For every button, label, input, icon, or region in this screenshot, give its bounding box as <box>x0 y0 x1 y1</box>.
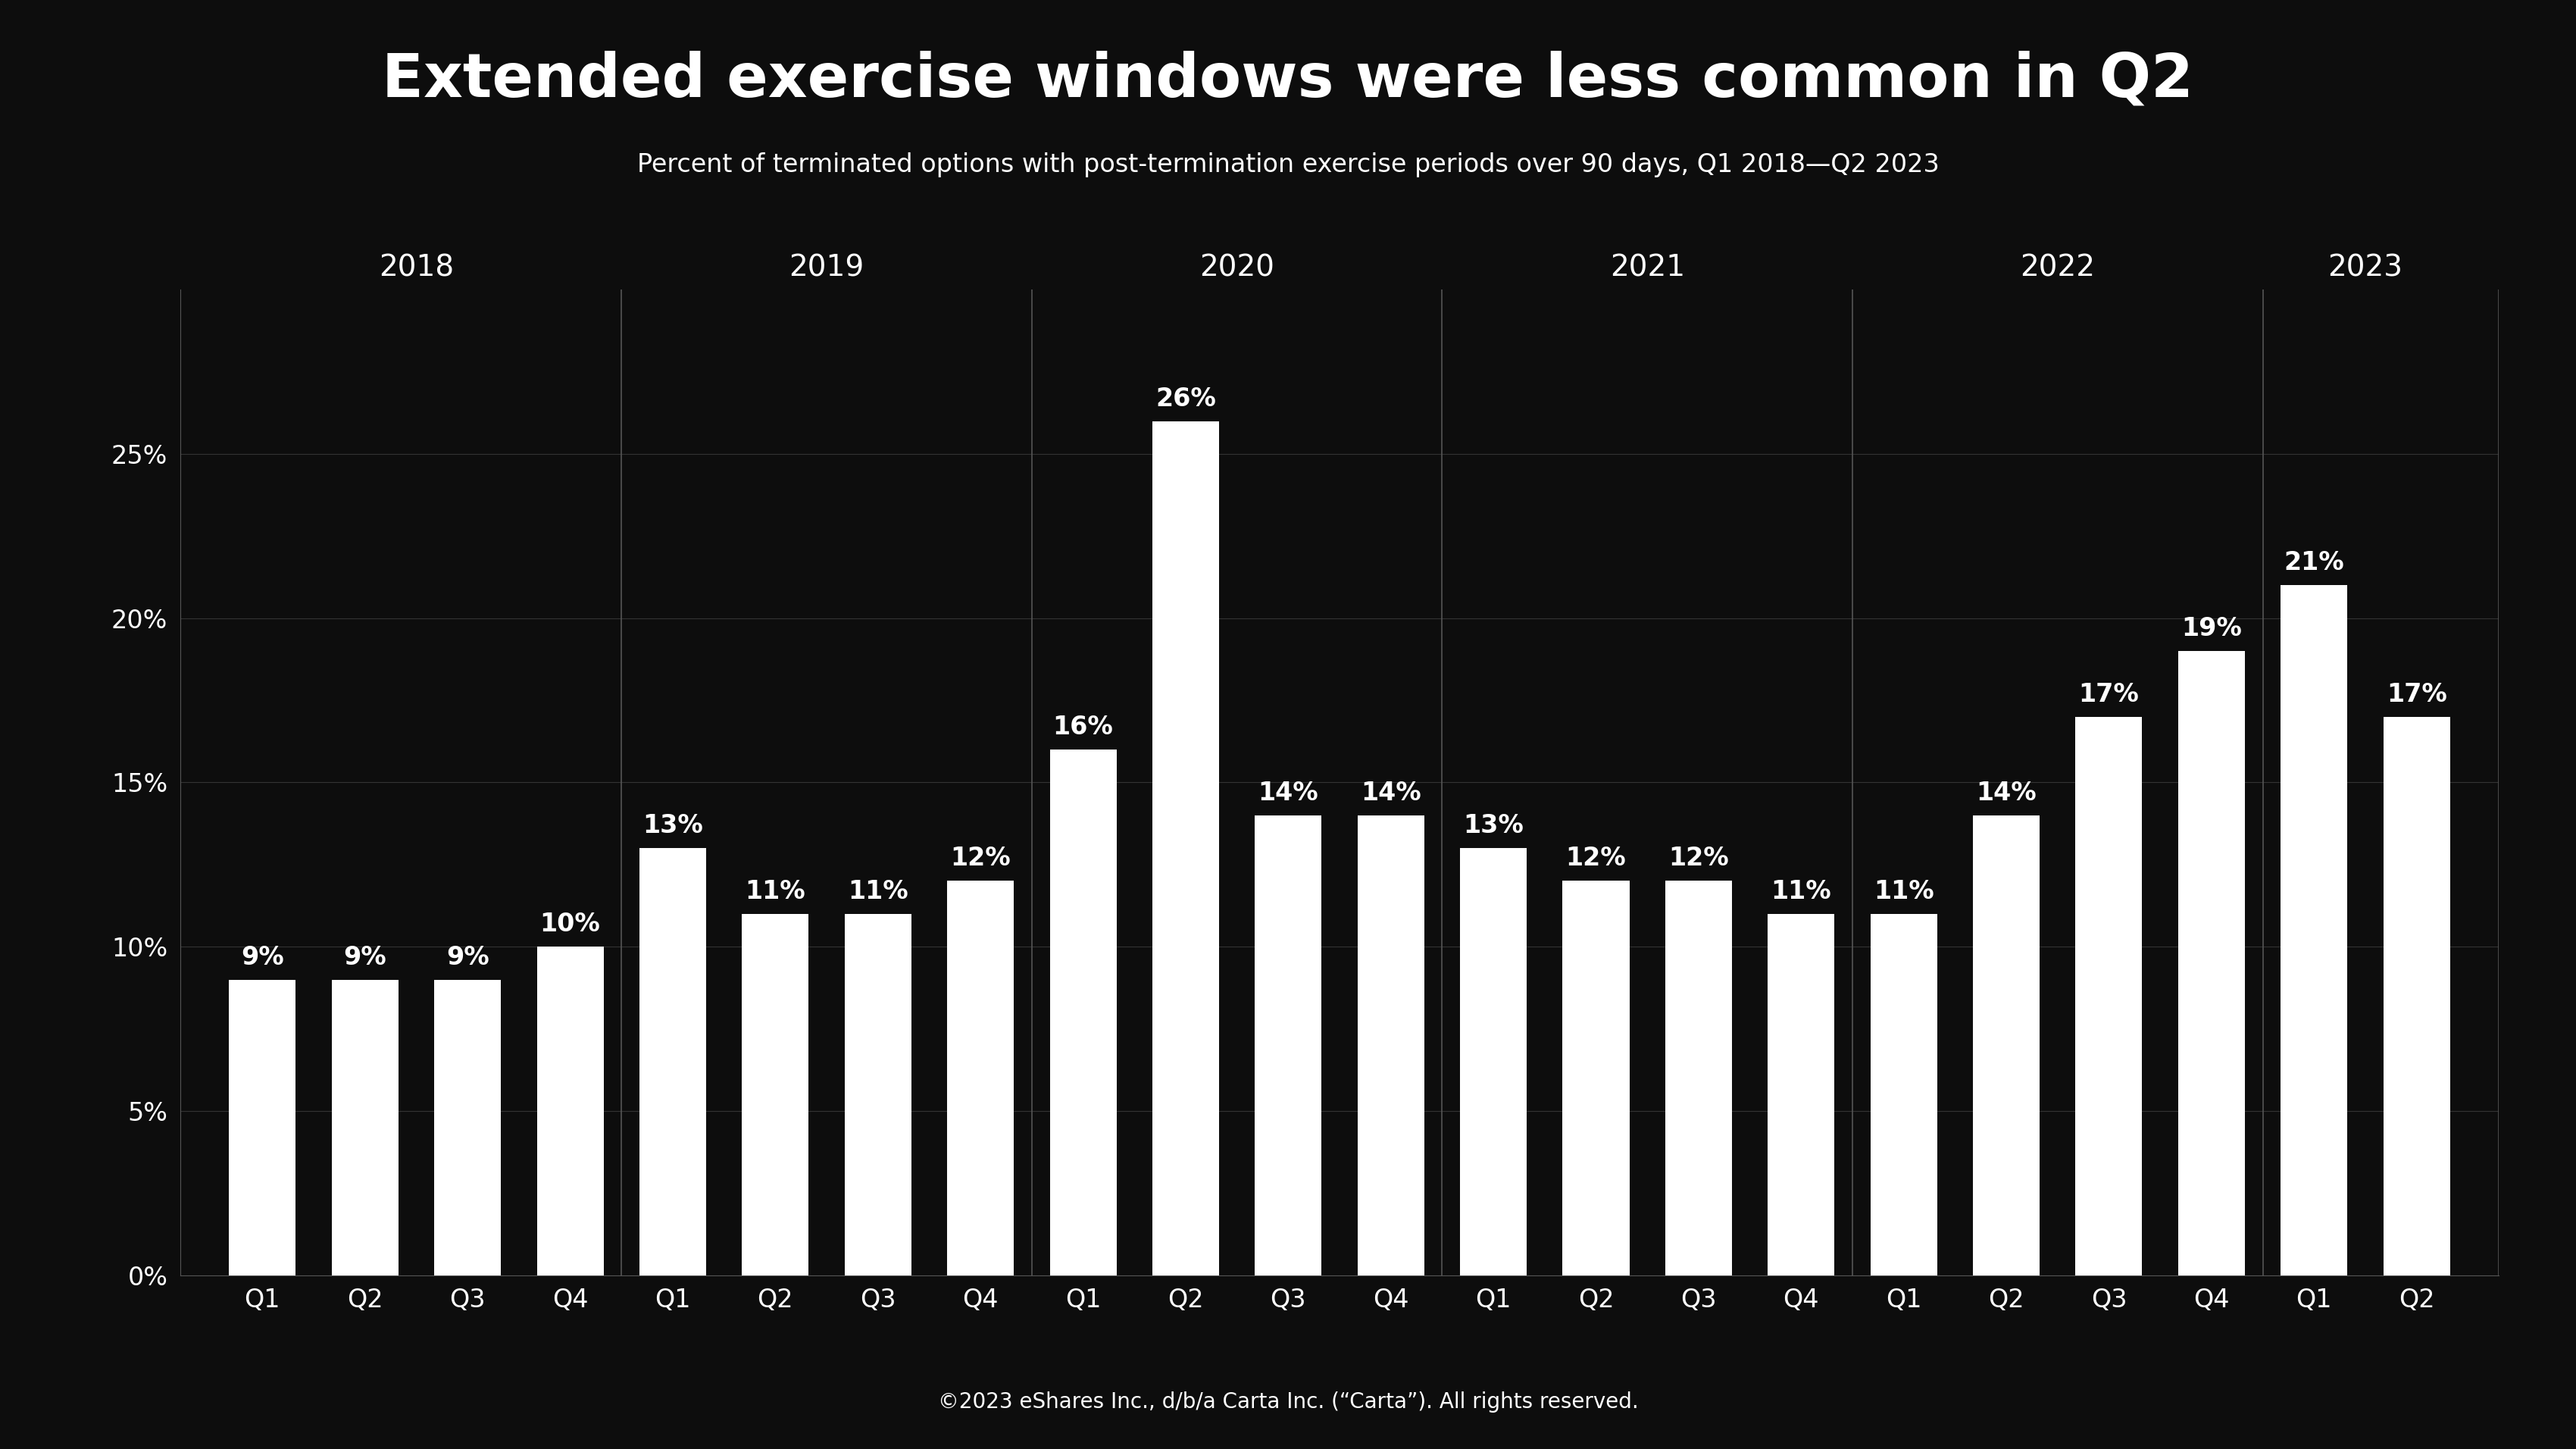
Bar <box>536 946 603 1275</box>
Bar <box>639 848 706 1275</box>
Text: 9%: 9% <box>343 945 386 969</box>
Text: 14%: 14% <box>1360 781 1422 806</box>
Text: 21%: 21% <box>2285 551 2344 575</box>
Bar <box>1767 914 1834 1275</box>
Text: 12%: 12% <box>1566 846 1625 871</box>
Bar <box>1461 848 1528 1275</box>
Text: 10%: 10% <box>541 911 600 938</box>
Text: Extended exercise windows were less common in Q2: Extended exercise windows were less comm… <box>381 51 2195 110</box>
Bar <box>435 980 500 1275</box>
Text: 9%: 9% <box>242 945 283 969</box>
Text: Percent of terminated options with post-termination exercise periods over 90 day: Percent of terminated options with post-… <box>636 152 1940 177</box>
Text: 14%: 14% <box>1976 781 2038 806</box>
Text: ©2023 eShares Inc., d/b/a Carta Inc. (“Carta”). All rights reserved.: ©2023 eShares Inc., d/b/a Carta Inc. (“C… <box>938 1391 1638 1413</box>
Text: 2022: 2022 <box>2020 254 2094 283</box>
Text: 17%: 17% <box>2385 682 2447 707</box>
Text: 2020: 2020 <box>1200 254 1275 283</box>
Text: 19%: 19% <box>2182 616 2241 642</box>
Bar <box>1564 881 1631 1275</box>
Text: 13%: 13% <box>1463 813 1522 839</box>
Text: 26%: 26% <box>1157 387 1216 412</box>
Bar <box>1051 749 1115 1275</box>
Text: 17%: 17% <box>2079 682 2138 707</box>
Bar <box>2076 717 2143 1275</box>
Bar <box>2383 717 2450 1275</box>
Text: 12%: 12% <box>951 846 1010 871</box>
Text: 11%: 11% <box>744 880 806 904</box>
Text: 2023: 2023 <box>2329 254 2403 283</box>
Bar <box>845 914 912 1275</box>
Bar <box>742 914 809 1275</box>
Bar <box>1358 816 1425 1275</box>
Bar <box>1870 914 1937 1275</box>
Bar <box>948 881 1015 1275</box>
Bar <box>1664 881 1731 1275</box>
Bar <box>332 980 399 1275</box>
Text: 11%: 11% <box>1770 880 1832 904</box>
Bar <box>2280 585 2347 1275</box>
Text: carta: carta <box>2352 1365 2445 1397</box>
Text: 12%: 12% <box>1669 846 1728 871</box>
Bar <box>1973 816 2040 1275</box>
Text: 2018: 2018 <box>379 254 453 283</box>
Text: 16%: 16% <box>1054 714 1113 740</box>
Text: 2019: 2019 <box>788 254 863 283</box>
Bar <box>1151 422 1218 1275</box>
Bar <box>1255 816 1321 1275</box>
Text: 14%: 14% <box>1257 781 1319 806</box>
Text: 9%: 9% <box>446 945 489 969</box>
Text: 11%: 11% <box>1873 880 1935 904</box>
Text: 11%: 11% <box>848 880 909 904</box>
Text: 13%: 13% <box>641 813 703 839</box>
Bar <box>2179 651 2244 1275</box>
Text: 2021: 2021 <box>1610 254 1685 283</box>
Bar <box>229 980 296 1275</box>
